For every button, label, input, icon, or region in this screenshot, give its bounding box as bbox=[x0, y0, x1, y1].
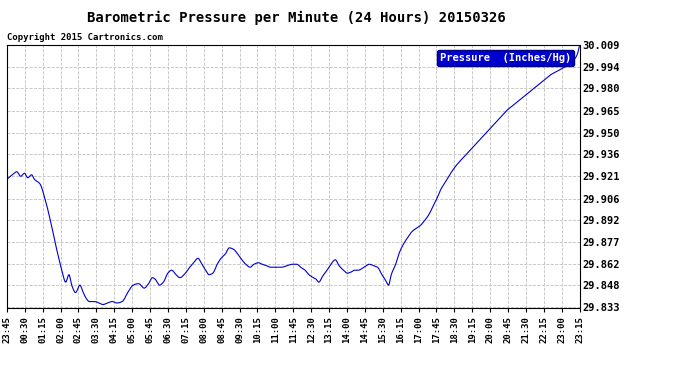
Pressure  (Inches/Hg) bbox=[3, 177, 11, 182]
Text: Barometric Pressure per Minute (24 Hours) 20150326: Barometric Pressure per Minute (24 Hours… bbox=[88, 11, 506, 26]
Pressure  (Inches/Hg) bbox=[508, 104, 516, 108]
Text: Copyright 2015 Cartronics.com: Copyright 2015 Cartronics.com bbox=[8, 33, 164, 42]
Pressure  (Inches/Hg) bbox=[117, 300, 125, 304]
Pressure  (Inches/Hg) bbox=[130, 282, 139, 287]
Line: Pressure  (Inches/Hg): Pressure (Inches/Hg) bbox=[7, 45, 580, 304]
Legend: Pressure  (Inches/Hg): Pressure (Inches/Hg) bbox=[437, 50, 574, 66]
Pressure  (Inches/Hg) bbox=[457, 158, 466, 162]
Pressure  (Inches/Hg) bbox=[575, 43, 584, 47]
Pressure  (Inches/Hg) bbox=[99, 302, 107, 307]
Pressure  (Inches/Hg) bbox=[195, 256, 203, 261]
Pressure  (Inches/Hg) bbox=[382, 280, 391, 285]
